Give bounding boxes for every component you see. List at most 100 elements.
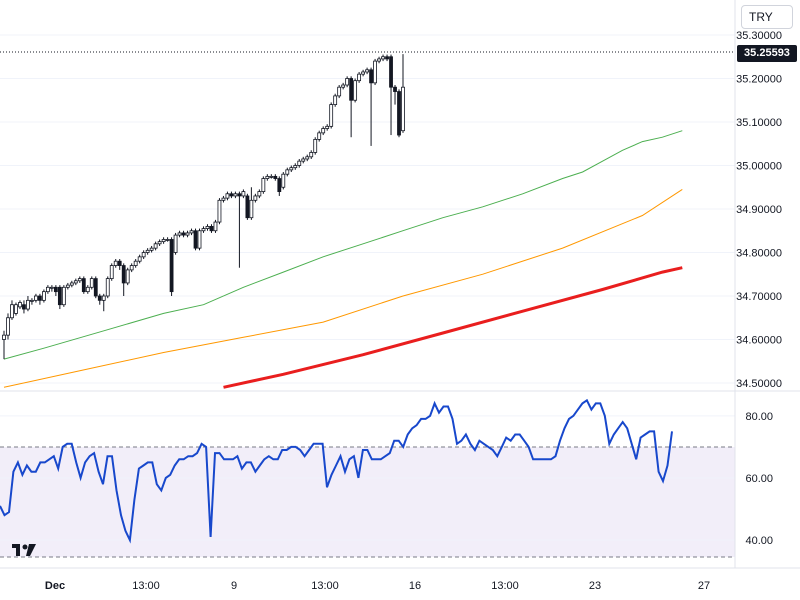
candle (385, 54, 389, 62)
candle (161, 237, 166, 244)
candle (61, 285, 66, 307)
candlesticks (2, 54, 405, 360)
candle (145, 248, 150, 255)
candle (221, 195, 226, 203)
candle (121, 263, 126, 296)
candle (109, 263, 114, 281)
candle (26, 296, 30, 312)
candle (377, 56, 381, 64)
candle (341, 82, 346, 90)
candle (45, 285, 50, 294)
candle (129, 263, 134, 273)
candle (285, 167, 290, 177)
candle (181, 230, 186, 238)
candle (277, 176, 282, 196)
candle (141, 250, 146, 260)
main-pane-gridlines (0, 34, 735, 384)
candle (149, 245, 154, 253)
candle (177, 230, 182, 238)
price-tick-label: 34.50000 (736, 378, 782, 390)
tradingview-logo-icon[interactable] (12, 542, 44, 560)
indicator-tick-label: 80.00 (745, 411, 773, 423)
candle (201, 226, 206, 233)
candle (333, 93, 338, 107)
candle (57, 285, 62, 310)
candle (397, 89, 401, 138)
time-tick-label: 9 (231, 580, 237, 592)
price-tick-label: 34.90000 (736, 204, 782, 216)
candle (257, 189, 262, 199)
price-tick-label: 35.30000 (736, 30, 782, 42)
indicator-gridlines (0, 415, 735, 541)
indicator-tick-label: 60.00 (745, 473, 773, 485)
candle (297, 158, 302, 168)
candle (117, 259, 122, 270)
price-tick-label: 34.80000 (736, 248, 782, 260)
rsi-line (0, 398, 673, 544)
candle (53, 285, 58, 296)
candle (273, 174, 278, 181)
candle (169, 237, 174, 296)
candle (165, 237, 170, 242)
moving-averages (3, 130, 683, 389)
candle (189, 228, 194, 236)
candle (22, 300, 26, 314)
time-tick-label: 13:00 (132, 580, 160, 592)
candle (349, 76, 354, 138)
candle (281, 172, 286, 190)
candle (389, 54, 393, 136)
indicator-axis-labels: 80.00 60.00 40.00 (745, 411, 773, 547)
candle (265, 174, 270, 181)
candle (18, 300, 22, 310)
candle (30, 298, 34, 305)
time-tick-label: 13:00 (311, 580, 339, 592)
candle (137, 254, 142, 264)
candle (321, 126, 326, 136)
time-tick-label: Dec (45, 580, 65, 592)
candle (393, 85, 397, 105)
candle (42, 289, 46, 303)
candle (241, 189, 246, 199)
candle (301, 156, 306, 164)
candle (305, 154, 310, 162)
candle (289, 165, 294, 173)
candle (329, 102, 334, 129)
time-tick-label: 23 (589, 580, 601, 592)
candle (401, 54, 405, 133)
candle (105, 276, 110, 299)
candle (253, 193, 258, 203)
slow-moving-average-line (223, 266, 683, 389)
currency-button[interactable]: TRY (741, 5, 793, 29)
rsi-band (0, 447, 735, 557)
candle (38, 293, 42, 305)
candle (173, 232, 178, 255)
candle (89, 276, 94, 290)
candle (73, 278, 78, 286)
candle (381, 54, 385, 62)
price-tick-label: 35.20000 (736, 74, 782, 86)
candle (2, 330, 6, 360)
candle (193, 228, 198, 251)
time-axis-labels: Dec 13:00 9 13:00 16 13:00 23 27 (45, 580, 710, 592)
candle (365, 67, 369, 75)
candle (133, 259, 138, 268)
candle (69, 280, 74, 288)
candle (345, 76, 350, 88)
candle (317, 130, 322, 142)
price-tick-label: 34.60000 (736, 335, 782, 347)
mid-moving-average-line (3, 188, 683, 388)
candle (49, 285, 54, 292)
candle (77, 276, 82, 283)
candle (197, 228, 202, 251)
candle (269, 174, 274, 179)
candle (357, 71, 362, 83)
candle (10, 300, 14, 320)
candle (245, 193, 250, 220)
time-tick-label: 16 (409, 580, 421, 592)
candle (185, 230, 190, 238)
last-price-label: 35.25593 (737, 45, 797, 62)
candle (325, 124, 330, 131)
candle (153, 241, 158, 251)
price-tick-label: 34.70000 (736, 291, 782, 303)
